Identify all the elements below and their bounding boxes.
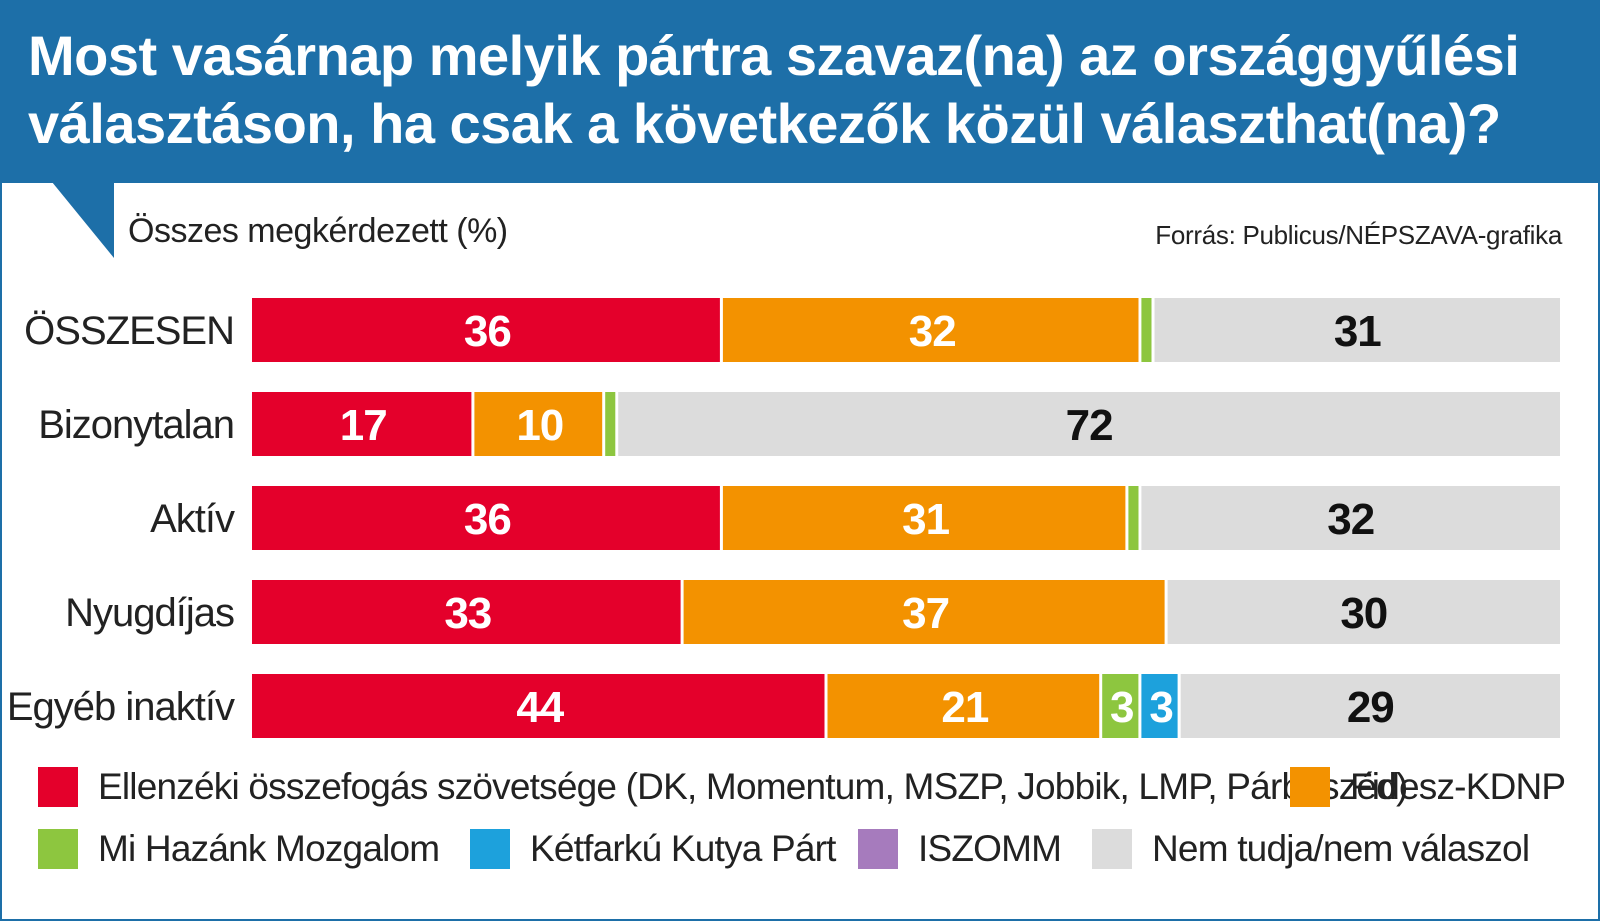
value-label-aktiv-fidesz: 31	[902, 495, 949, 544]
value-label-bizonytalan-opposition: 17	[340, 401, 387, 450]
bar-nyugdijas-opposition	[252, 580, 681, 644]
bar-osszesen-opposition	[252, 298, 720, 362]
bar-bizonytalan-dontknow	[618, 392, 1560, 456]
stacked-bar-chart: ÖSSZESEN3632131Bizonytalan1710172Aktív36…	[7, 298, 1560, 738]
legend-swatch-dontknow	[1092, 829, 1132, 869]
value-label-egyeb-inaktiv-mihazank: 3	[1110, 683, 1133, 732]
bar-osszesen-dontknow	[1154, 298, 1560, 362]
legend-label-opposition: Ellenzéki összefogás szövetsége (DK, Mom…	[98, 766, 1408, 807]
legend-swatch-opposition	[38, 767, 78, 807]
bar-nyugdijas-fidesz	[683, 580, 1165, 644]
legend-swatch-mihazank	[38, 829, 78, 869]
bar-aktiv-opposition	[252, 486, 720, 550]
legend-label-mihazank: Mi Hazánk Mozgalom	[98, 828, 440, 869]
category-label-bizonytalan: Bizonytalan	[38, 403, 234, 447]
value-label-egyeb-inaktiv-opposition: 44	[516, 683, 564, 732]
bar-bizonytalan-fidesz	[474, 392, 603, 456]
bar-aktiv-fidesz	[722, 486, 1126, 550]
legend-label-fidesz: Fidesz-KDNP	[1350, 766, 1566, 807]
value-label-osszesen-fidesz: 32	[909, 307, 956, 356]
chart-title: Most vasárnap melyik pártra szavaz(na) a…	[28, 24, 1520, 155]
legend-item-ketfarku: Kétfarkú Kutya Párt	[470, 828, 836, 870]
legend-item-fidesz: Fidesz-KDNP	[1290, 766, 1566, 808]
legend-label-iszomm: ISZOMM	[918, 828, 1062, 869]
bar-bizonytalan-mihazank	[605, 392, 616, 456]
value-label-aktiv-dontknow: 32	[1327, 495, 1374, 544]
value-label-osszesen-dontknow: 31	[1334, 307, 1381, 356]
bar-egyeb-inaktiv-ketfarku	[1141, 674, 1178, 738]
legend-item-mihazank: Mi Hazánk Mozgalom	[38, 828, 440, 870]
bar-aktiv-dontknow	[1141, 486, 1560, 550]
value-label-aktiv-opposition: 36	[464, 495, 511, 544]
value-label-nyugdijas-dontknow: 30	[1340, 589, 1387, 638]
bar-osszesen-fidesz	[722, 298, 1139, 362]
legend-swatch-ketfarku	[470, 829, 510, 869]
chart-source: Forrás: Publicus/NÉPSZAVA-grafika	[1155, 220, 1562, 250]
value-label-bizonytalan-fidesz: 10	[516, 401, 563, 450]
legend-swatch-iszomm	[858, 829, 898, 869]
chart-subtitle: Összes megkérdezett (%)	[128, 212, 508, 250]
bar-osszesen-mihazank	[1141, 298, 1152, 362]
legend-item-iszomm: ISZOMM	[858, 828, 1062, 870]
bar-egyeb-inaktiv-opposition	[252, 674, 825, 738]
header-banner: Most vasárnap melyik pártra szavaz(na) a…	[0, 0, 1600, 183]
legend-label-dontknow: Nem tudja/nem válaszol	[1152, 828, 1530, 869]
legend-swatch-fidesz	[1290, 767, 1330, 807]
bar-bizonytalan-opposition	[252, 392, 472, 456]
bar-egyeb-inaktiv-mihazank	[1102, 674, 1139, 738]
category-label-egyeb-inaktiv: Egyéb inaktív	[7, 685, 235, 729]
value-label-egyeb-inaktiv-dontknow: 29	[1347, 683, 1394, 732]
header-notch	[52, 182, 114, 258]
category-label-nyugdijas: Nyugdíjas	[65, 591, 234, 635]
value-label-bizonytalan-dontknow: 72	[1066, 401, 1113, 450]
category-label-aktiv: Aktív	[150, 497, 235, 541]
value-label-egyeb-inaktiv-ketfarku: 3	[1149, 683, 1172, 732]
value-label-egyeb-inaktiv-fidesz: 21	[941, 683, 988, 732]
bar-nyugdijas-dontknow	[1167, 580, 1560, 644]
category-label-osszesen: ÖSSZESEN	[24, 309, 234, 353]
bar-egyeb-inaktiv-dontknow	[1180, 674, 1560, 738]
legend-item-dontknow: Nem tudja/nem válaszol	[1092, 828, 1530, 870]
legend-item-opposition: Ellenzéki összefogás szövetsége (DK, Mom…	[38, 766, 1408, 808]
bar-aktiv-mihazank	[1128, 486, 1139, 550]
value-label-nyugdijas-opposition: 33	[444, 589, 491, 638]
value-label-nyugdijas-fidesz: 37	[902, 589, 949, 638]
legend-label-ketfarku: Kétfarkú Kutya Párt	[530, 828, 836, 869]
value-label-osszesen-opposition: 36	[464, 307, 511, 356]
bar-egyeb-inaktiv-fidesz	[827, 674, 1100, 738]
